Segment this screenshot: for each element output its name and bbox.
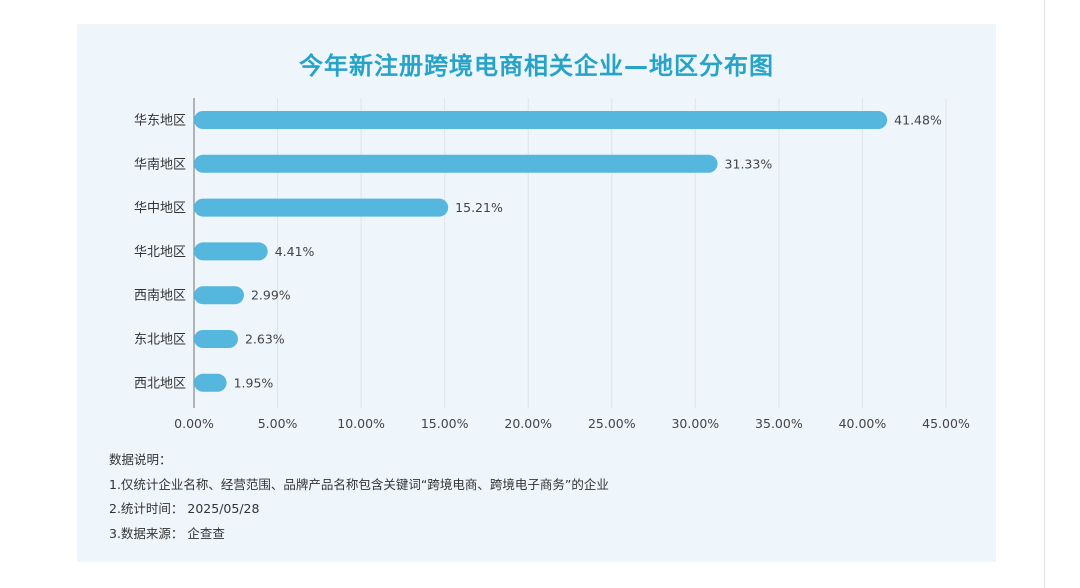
x-tick-label: 5.00% (258, 416, 298, 431)
x-tick-label: 0.00% (174, 416, 214, 431)
bar (194, 330, 238, 348)
bar (194, 111, 888, 129)
category-label: 华北地区 (134, 245, 186, 260)
page-divider (1044, 0, 1045, 588)
data-label: 4.41% (275, 244, 315, 259)
data-label: 31.33% (725, 156, 773, 171)
data-label: 2.99% (251, 288, 291, 303)
x-tick-label: 20.00% (504, 416, 552, 431)
x-tick-label: 10.00% (337, 416, 385, 431)
category-label: 华南地区 (134, 156, 186, 172)
x-tick-label: 40.00% (839, 416, 887, 431)
x-tick-label: 25.00% (588, 416, 636, 431)
bar (194, 198, 449, 217)
x-tick-label: 30.00% (671, 416, 719, 431)
notes-line-1: 1.仅统计企业名称、经营范围、品牌产品名称包含关键词“跨境电商、跨境电子商务”的… (109, 476, 609, 492)
x-tick-label: 45.00% (922, 416, 970, 431)
bar-chart: 0.00% 5.00% 10.00% 15.00% 20.00% 25.00% 30.00%… (134, 98, 970, 431)
data-label: 15.21% (455, 200, 503, 215)
notes-heading: 数据说明： (109, 452, 172, 467)
category-label: 西南地区 (134, 288, 186, 304)
chart-title: 今年新注册跨境电商相关企业—地区分布图 (299, 52, 774, 80)
category-label: 华东地区 (134, 114, 186, 129)
notes-line-3: 3.数据来源： 企查查 (109, 525, 225, 541)
category-label: 东北地区 (134, 333, 186, 348)
bar (194, 373, 227, 392)
bar (194, 154, 718, 173)
data-label: 1.95% (234, 375, 274, 390)
category-label: 西北地区 (134, 376, 186, 391)
bar (194, 286, 244, 305)
data-label: 41.48% (894, 113, 942, 128)
data-notes: 数据说明： 1.仅统计企业名称、经营范围、品牌产品名称包含关键词“跨境电商、跨境… (109, 448, 609, 546)
category-label: 华中地区 (134, 201, 186, 216)
chart-card: 今年新注册跨境电商相关企业—地区分布图 0.00% 5.00% 10.00% 15.0… (77, 24, 996, 562)
x-tick-label: 35.00% (755, 416, 803, 431)
x-tick-label: 15.00% (421, 416, 469, 431)
data-label: 2.63% (245, 332, 285, 347)
bar (194, 242, 268, 261)
notes-line-2: 2.统计时间： 2025/05/28 (109, 501, 260, 516)
